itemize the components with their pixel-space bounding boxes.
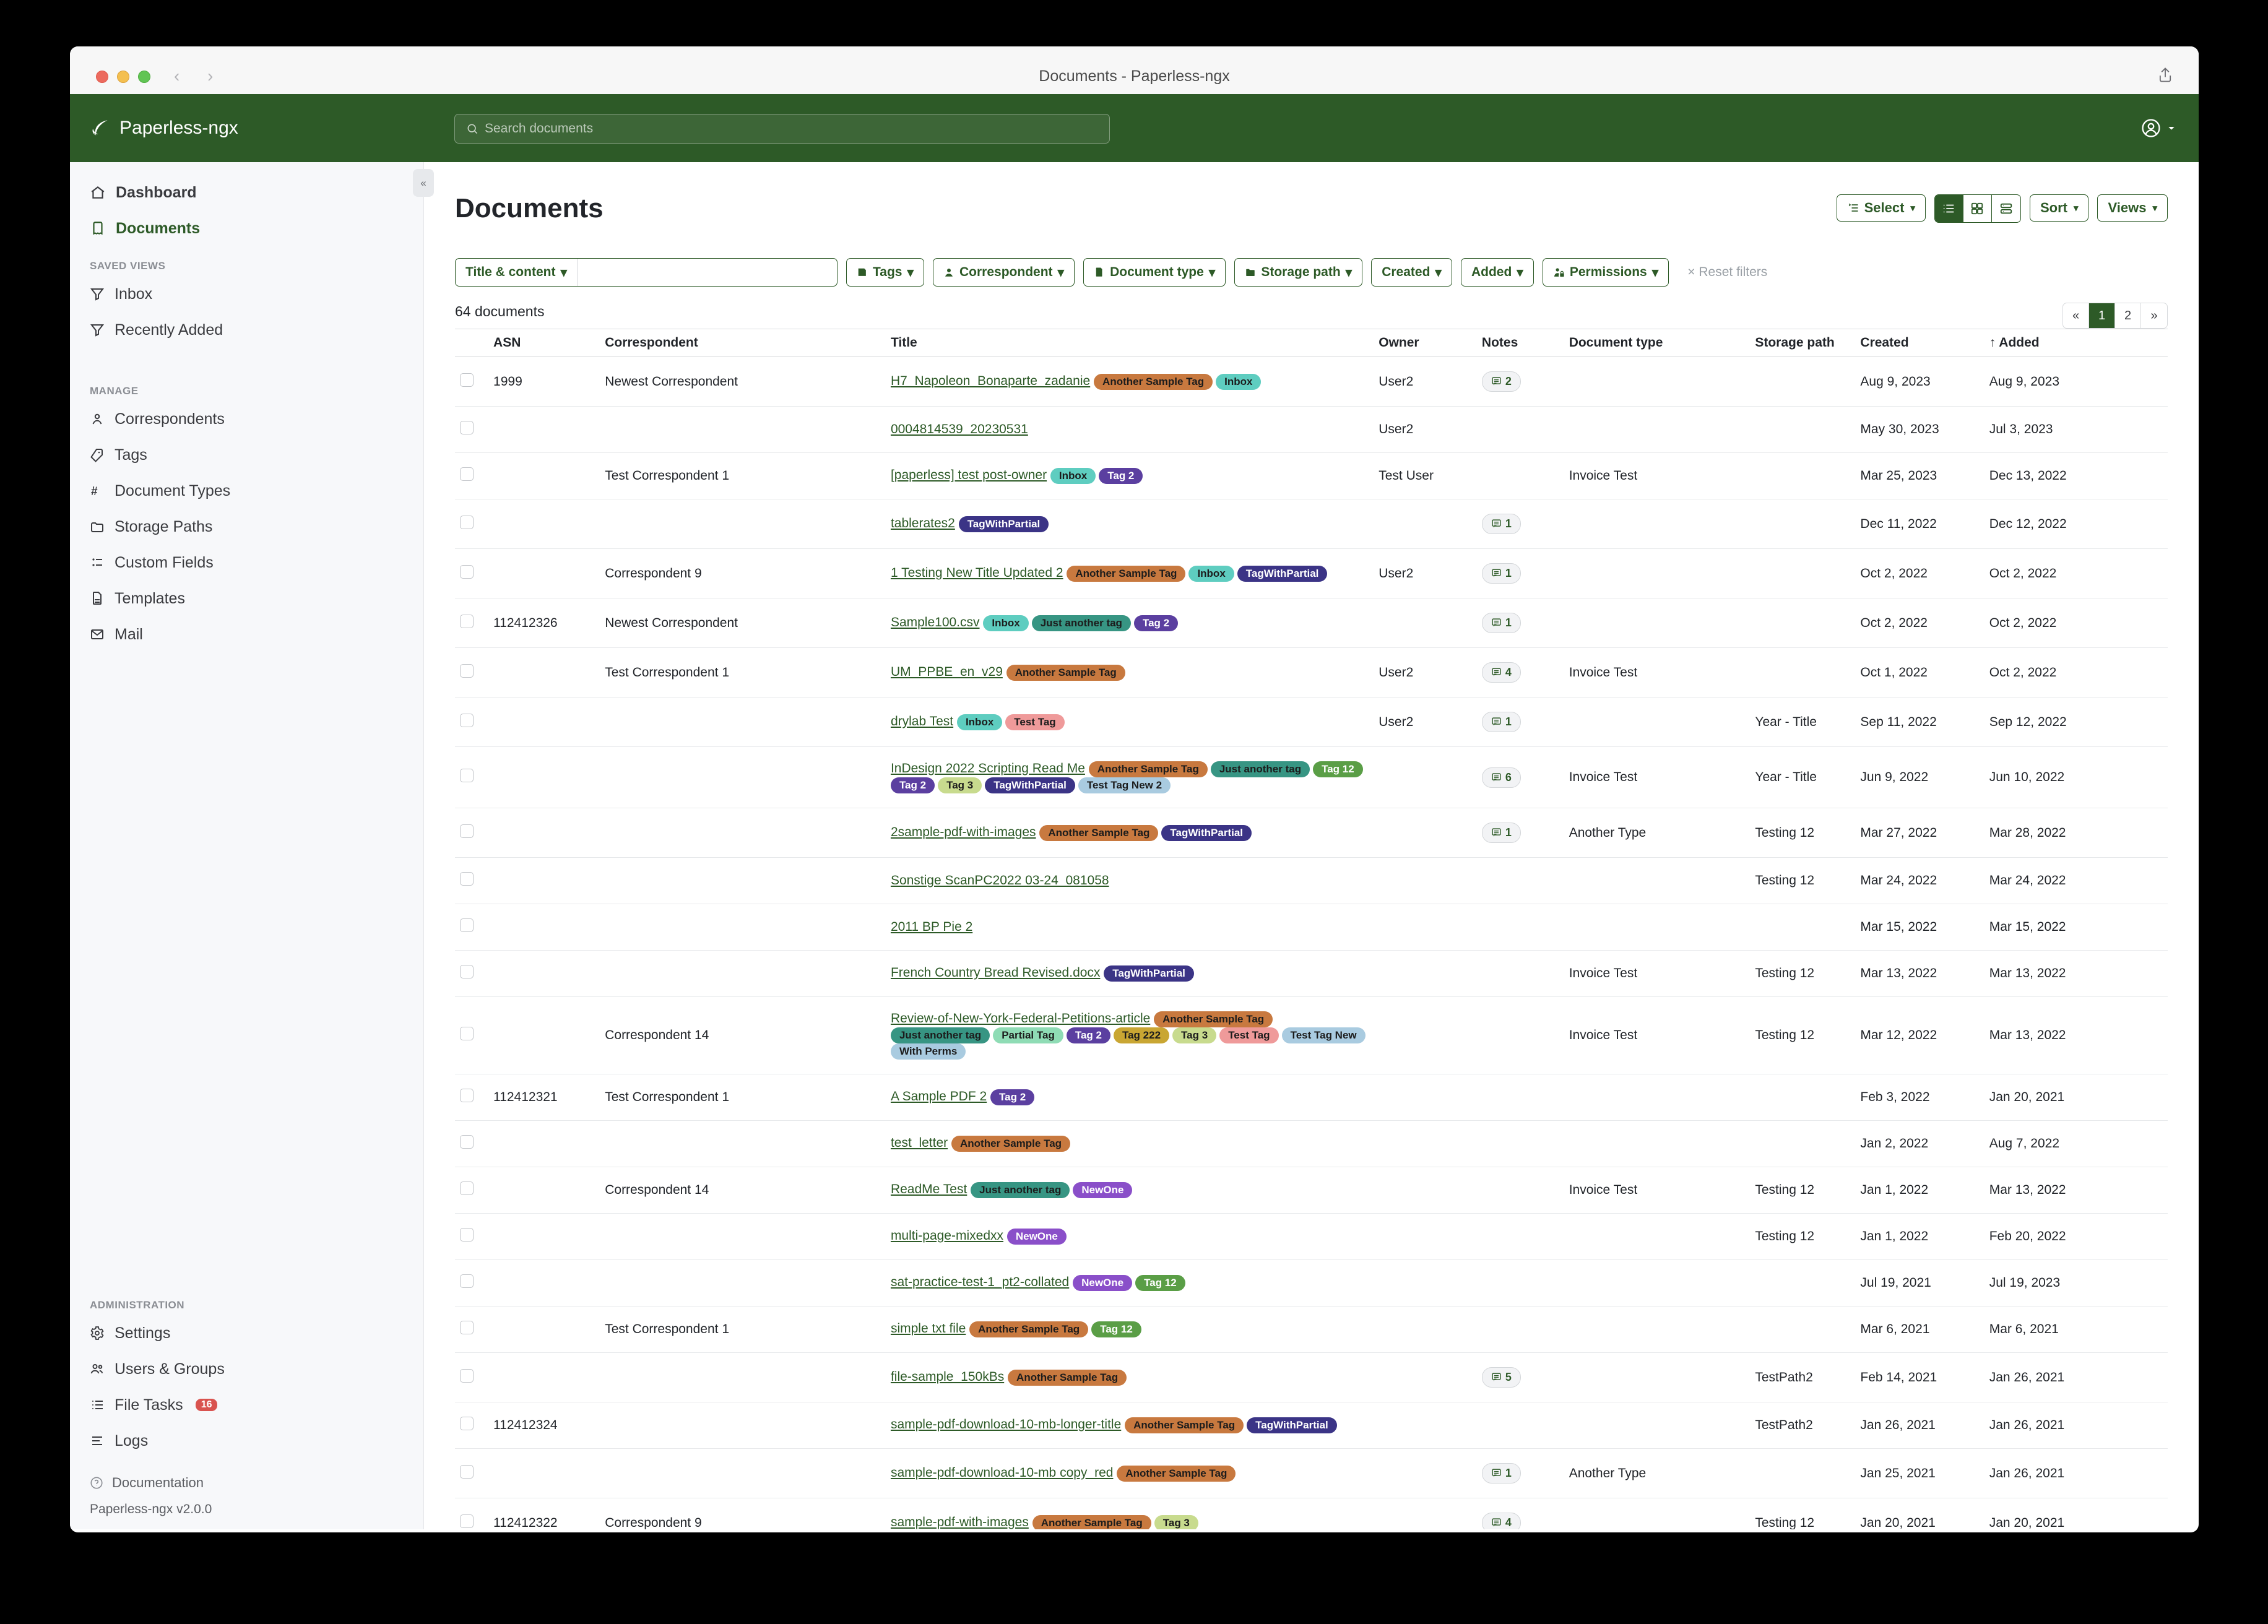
svg-text:#: # (91, 485, 98, 498)
